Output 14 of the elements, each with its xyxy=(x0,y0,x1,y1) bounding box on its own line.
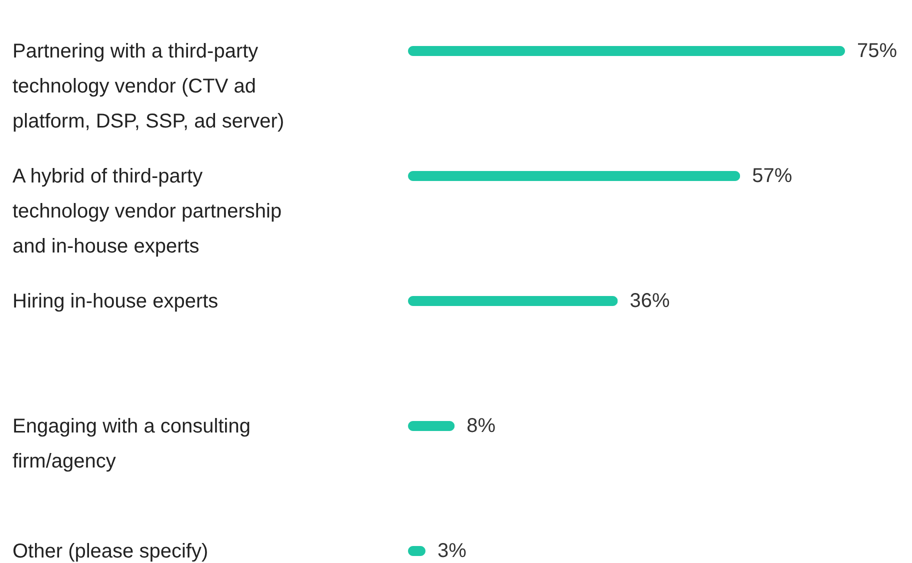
data-label: 8% xyxy=(466,415,496,437)
y-tick-label: A hybrid of third-party technology vendor partnership and in-house experts xyxy=(12,166,282,258)
bar xyxy=(408,421,455,431)
y-tick-label: Other (please specify) xyxy=(12,540,208,562)
bar xyxy=(408,171,740,181)
bar xyxy=(408,296,618,306)
data-label: 75% xyxy=(857,40,898,62)
bar xyxy=(408,46,845,56)
y-tick-label: Hiring in-house experts xyxy=(12,290,218,312)
data-label: 57% xyxy=(752,165,792,187)
y-tick-label: Partnering with a third-party technology vendor (CTV ad platform, DSP, SSP, ad server) xyxy=(12,40,284,132)
y-tick-label: Engaging with a consulting firm/agency xyxy=(12,416,250,472)
data-label: 36% xyxy=(630,290,670,312)
data-label: 3% xyxy=(437,540,467,562)
